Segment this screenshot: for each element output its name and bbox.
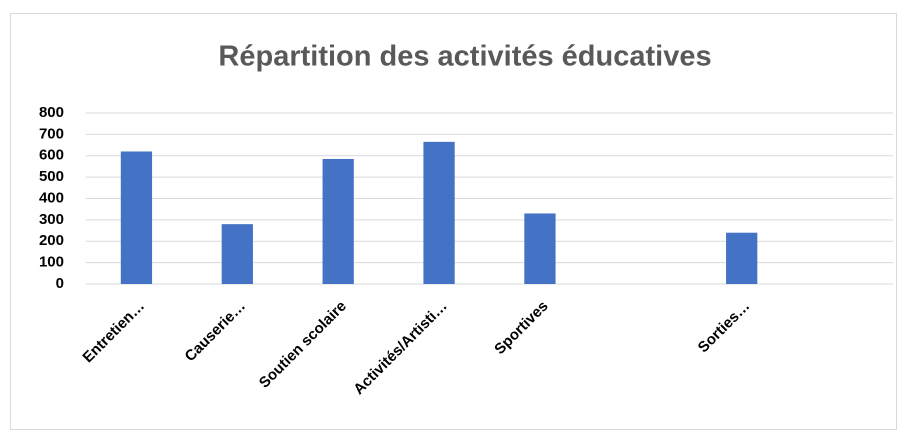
- bar: [120, 151, 153, 284]
- y-tick-label: 300: [39, 211, 64, 228]
- y-tick-label: 600: [39, 147, 64, 164]
- bar: [524, 213, 556, 284]
- y-tick-label: 0: [56, 275, 64, 292]
- bar: [423, 141, 455, 284]
- y-tick-label: 100: [39, 254, 64, 271]
- bar: [221, 224, 253, 284]
- bar: [726, 232, 758, 284]
- y-tick-label: 400: [39, 189, 64, 206]
- y-tick-label: 800: [39, 104, 64, 121]
- bar: [322, 158, 354, 284]
- y-tick-label: 500: [39, 168, 64, 185]
- y-tick-label: 700: [39, 125, 64, 142]
- chart-title: Répartition des activités éducatives: [218, 41, 711, 73]
- y-tick-label: 200: [39, 232, 64, 249]
